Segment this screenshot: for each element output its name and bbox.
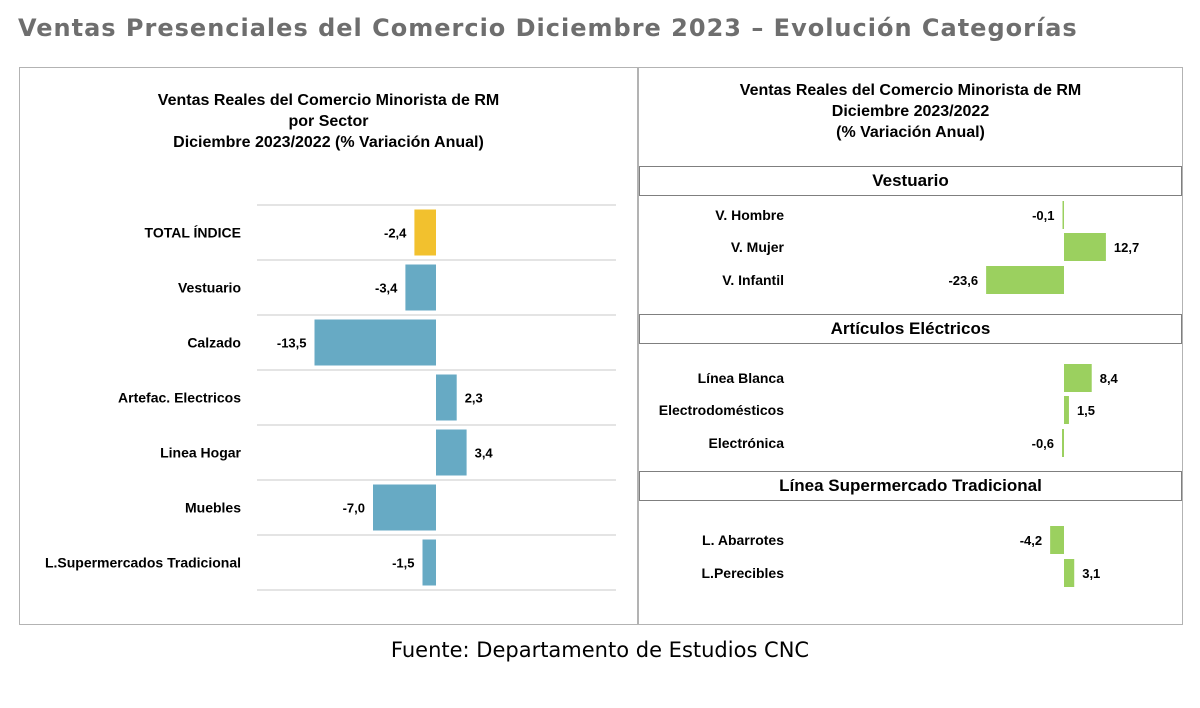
page-title: Ventas Presenciales del Comercio Diciemb… [18,14,1078,42]
category-label-vestuario: Vestuario [178,280,241,296]
value-label-artefac-electricos: 2,3 [465,391,483,406]
sector-bar-chart: TOTAL ÍNDICE -2,4 Vestuario -3,4 Calzado -13,… [45,204,616,591]
value-label-vestuario: -3,4 [375,281,398,296]
category-label-calzado: Calzado [187,335,241,351]
value-label-l-abarrotes: -4,2 [1020,533,1042,548]
category-label-linea-blanca: Línea Blanca [698,370,785,386]
value-label-linea-hogar: 3,4 [475,446,494,461]
value-label-total-indice: -2,4 [384,226,407,241]
bar-calzado [314,319,436,366]
subcategory-bar-chart: V. Hombre -0,1 V. Mujer 12,7 V. Infantil -23,… [659,201,1139,587]
value-label-v-mujer: 12,7 [1114,240,1139,255]
sector-chart-panel: Ventas Reales del Comercio Minorista de … [19,67,638,625]
sector-chart-title: Ventas Reales del Comercio Minorista de … [20,90,637,153]
value-label-calzado: -13,5 [277,336,307,351]
source-note: Fuente: Departamento de Estudios CNC [390,638,810,662]
value-label-l-perecibles: 3,1 [1082,566,1100,581]
bar-l-perecibles [1064,559,1075,587]
bar-l-abarrotes [1050,526,1064,554]
category-label-l-perecibles: L.Perecibles [702,565,785,581]
bar-v-hombre [1062,201,1064,229]
bar-electronica [1062,429,1064,457]
bar-v-infantil [986,266,1064,294]
bar-muebles [373,484,436,531]
group-header-linea-supermercado: Línea Supermercado Tradicional [639,471,1182,501]
value-label-electronica: -0,6 [1032,436,1054,451]
sector-chart-title-line-2: por Sector [288,113,369,130]
bar-artefac-electricos [436,374,457,421]
value-label-electrodomesticos: 1,5 [1077,403,1095,418]
subcategory-chart-panel: Ventas Reales del Comercio Minorista de … [638,67,1183,625]
value-label-l-supermercados-tradicional: -1,5 [392,556,414,571]
bar-electrodomesticos [1064,396,1069,424]
bar-total-indice [414,209,436,256]
value-label-v-hombre: -0,1 [1032,208,1054,223]
category-label-l-supermercados-tradicional: L.Supermercados Tradicional [45,555,241,571]
value-label-linea-blanca: 8,4 [1100,371,1119,386]
bar-v-mujer [1064,233,1106,261]
subcategory-chart-title-line-2: Diciembre 2023/2022 [831,103,990,120]
category-label-v-mujer: V. Mujer [731,239,785,255]
subcategory-chart-title: Ventas Reales del Comercio Minorista de … [639,80,1182,143]
category-label-v-hombre: V. Hombre [715,207,784,223]
category-label-artefac-electricos: Artefac. Electricos [118,390,241,406]
sector-chart-title-line-1: Ventas Reales del Comercio Minorista de … [157,92,500,109]
category-label-l-abarrotes: L. Abarrotes [702,532,784,548]
bar-linea-blanca [1064,364,1092,392]
value-label-v-infantil: -23,6 [948,273,978,288]
group-header-articulos-electricos: Artículos Eléctricos [639,314,1182,344]
bar-linea-hogar [436,429,467,476]
value-label-muebles: -7,0 [343,501,365,516]
sector-chart-title-line-3: Diciembre 2023/2022 (% Variación Anual) [173,134,484,151]
category-label-muebles: Muebles [185,500,241,516]
category-label-electrodomesticos: Electrodomésticos [659,402,784,418]
bar-l-supermercados-tradicional [422,539,436,586]
subcategory-chart-title-line-1: Ventas Reales del Comercio Minorista de … [739,82,1082,99]
category-label-electronica: Electrónica [709,435,785,451]
bar-vestuario [405,264,436,311]
category-label-linea-hogar: Linea Hogar [160,445,241,461]
group-header-vestuario: Vestuario [639,166,1182,196]
category-label-total-indice: TOTAL ÍNDICE [145,225,241,241]
category-label-v-infantil: V. Infantil [722,272,784,288]
subcategory-chart-title-line-3: (% Variación Anual) [836,124,985,141]
